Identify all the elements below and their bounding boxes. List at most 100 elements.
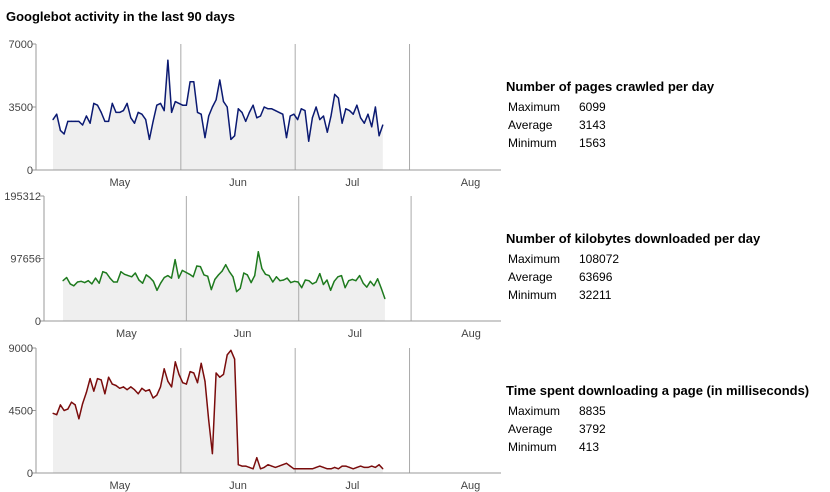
data-point xyxy=(115,111,117,113)
x-tick-label: Jul xyxy=(345,480,359,492)
data-point xyxy=(322,115,325,117)
data-point xyxy=(156,289,158,291)
data-point xyxy=(330,289,332,291)
series-line xyxy=(52,349,384,470)
data-point xyxy=(297,281,299,283)
data-point xyxy=(330,468,332,470)
data-point xyxy=(279,280,281,282)
data-point xyxy=(248,466,250,468)
data-point xyxy=(210,289,212,291)
data-point xyxy=(52,412,54,414)
data-point xyxy=(348,110,351,112)
data-point xyxy=(367,466,369,468)
data-point xyxy=(252,468,254,470)
data-point xyxy=(285,462,288,464)
data-point xyxy=(362,282,364,284)
data-point xyxy=(267,464,269,466)
data-point xyxy=(130,386,132,388)
data-point xyxy=(69,283,71,285)
data-point xyxy=(268,275,270,277)
data-point xyxy=(217,274,220,276)
data-point xyxy=(211,453,213,455)
data-point xyxy=(293,113,295,115)
stats-download-time: Time spent downloading a page (in millis… xyxy=(506,383,809,456)
data-point xyxy=(171,111,173,113)
data-point xyxy=(341,465,343,467)
data-point xyxy=(382,468,384,470)
data-point xyxy=(311,468,313,470)
data-point xyxy=(189,81,191,83)
data-point xyxy=(326,279,328,281)
data-point xyxy=(120,271,122,273)
stats-row-average: Average 3792 xyxy=(506,420,809,438)
data-point xyxy=(208,419,210,421)
data-point xyxy=(333,280,335,282)
data-point xyxy=(230,138,232,140)
data-point xyxy=(355,280,357,282)
data-point xyxy=(337,97,339,99)
data-point xyxy=(264,273,267,275)
data-point xyxy=(78,418,80,420)
data-point xyxy=(245,465,247,467)
data-point xyxy=(243,272,245,274)
data-point xyxy=(63,409,65,412)
data-point xyxy=(70,401,73,403)
data-point xyxy=(63,133,65,135)
data-point xyxy=(356,104,358,106)
data-point xyxy=(286,277,288,279)
data-point xyxy=(228,271,230,273)
data-point xyxy=(275,276,277,278)
data-point xyxy=(115,384,117,387)
data-point xyxy=(234,135,236,137)
y-tick-label: 9000 xyxy=(9,343,33,355)
data-point xyxy=(96,378,99,380)
data-point xyxy=(133,389,136,391)
data-point xyxy=(74,120,76,122)
data-point xyxy=(308,280,310,282)
data-point xyxy=(74,404,76,406)
data-point xyxy=(337,468,339,470)
data-point xyxy=(344,287,346,289)
data-point xyxy=(174,101,176,103)
data-point xyxy=(137,393,139,395)
data-point xyxy=(219,79,221,81)
data-point xyxy=(113,281,115,283)
data-point xyxy=(384,298,386,300)
data-point xyxy=(352,468,354,470)
data-point xyxy=(141,113,143,115)
data-point xyxy=(142,282,144,284)
data-point xyxy=(237,108,239,110)
data-point xyxy=(70,120,73,122)
data-point xyxy=(246,274,248,276)
data-point xyxy=(96,104,99,106)
data-point xyxy=(326,468,328,470)
data-point xyxy=(167,380,169,382)
data-point xyxy=(178,102,180,104)
data-point xyxy=(293,468,295,470)
data-point xyxy=(59,404,62,406)
y-tick-label: 7000 xyxy=(9,39,33,51)
data-point xyxy=(122,386,124,388)
data-point xyxy=(256,457,258,459)
data-point xyxy=(73,285,75,287)
chart-area-fill xyxy=(53,60,383,171)
data-point xyxy=(257,251,259,253)
data-point xyxy=(278,465,280,467)
data-point xyxy=(374,106,376,108)
x-tick-label: Jun xyxy=(229,177,247,189)
data-point xyxy=(221,270,223,272)
data-point xyxy=(278,111,280,113)
data-point xyxy=(377,278,379,280)
data-point xyxy=(126,102,128,104)
data-point xyxy=(290,282,292,284)
x-tick-label: Jun xyxy=(229,480,247,492)
stats-title: Time spent downloading a page (in millis… xyxy=(506,383,810,398)
data-point xyxy=(133,122,136,124)
data-point xyxy=(126,389,128,391)
data-point xyxy=(367,113,369,115)
data-point xyxy=(348,466,351,468)
data-point xyxy=(111,383,113,385)
data-point xyxy=(141,387,143,389)
data-point xyxy=(108,120,110,122)
data-point xyxy=(156,394,158,396)
